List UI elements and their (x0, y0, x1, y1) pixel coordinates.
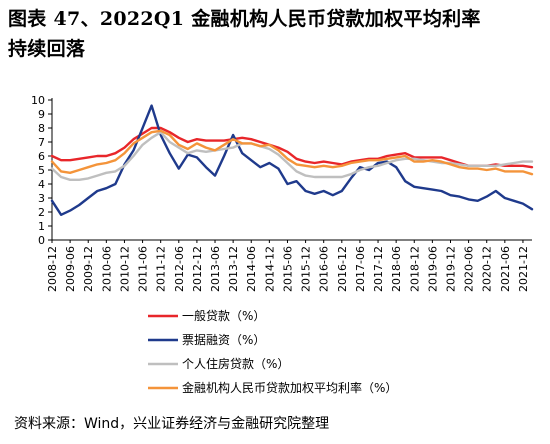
y-tick-label: 6 (38, 150, 45, 163)
x-tick-label: 2009-12 (82, 246, 95, 292)
x-tick-label: 2014-06 (245, 246, 258, 292)
y-tick-label: 9 (38, 108, 45, 121)
chart-title: 图表 47、2022Q1 金融机构人民币贷款加权平均利率 持续回落 (8, 4, 544, 64)
legend-label-1: 一般贷款（%） (182, 308, 265, 323)
x-tick-label: 2016-06 (318, 246, 331, 292)
x-tick-label: 2011-06 (137, 246, 150, 292)
y-tick-label: 3 (38, 192, 45, 205)
x-tick-label: 2019-06 (426, 246, 439, 292)
y-tick-label: 7 (38, 136, 45, 149)
x-tick-label: 2015-06 (281, 246, 294, 292)
y-tick-label: 1 (38, 220, 45, 233)
x-tick-label: 2015-12 (300, 246, 313, 292)
y-tick-label: 0 (38, 234, 45, 247)
chart-title-line1: 图表 47、2022Q1 金融机构人民币贷款加权平均利率 (8, 8, 481, 30)
chart-series-lines (50, 104, 534, 216)
x-tick-label: 2014-12 (263, 246, 276, 292)
series-line-1 (50, 126, 534, 169)
y-tick-label: 10 (31, 94, 45, 107)
legend-label-2: 票据融资（%） (182, 333, 265, 347)
x-tick-label: 2009-06 (64, 246, 77, 292)
legend-label-4: 金融机构人民币贷款加权平均利率（%） (182, 380, 397, 395)
chart-legend: 一般贷款（%） 票据融资（%） 个人住房贷款（%） 金融机构人民币贷款加权平均利率（%… (148, 308, 397, 395)
x-tick-label: 2020-06 (463, 246, 476, 292)
x-tick-label: 2021-12 (517, 246, 530, 292)
x-tick-label: 2013-06 (209, 246, 222, 292)
x-tick-label: 2018-06 (390, 246, 403, 292)
x-tick-label: 2019-12 (444, 246, 457, 292)
x-tick-label: 2010-06 (100, 246, 113, 292)
y-tick-label: 8 (38, 122, 45, 135)
source-note: 资料来源：Wind，兴业证券经济与金融研究院整理 (14, 416, 330, 432)
y-tick-label: 4 (38, 178, 45, 191)
x-tick-label: 2020-12 (481, 246, 494, 292)
legend-label-3: 个人住房贷款（%） (182, 356, 289, 371)
x-tick-label: 2017-06 (354, 246, 367, 292)
x-tick-label: 2016-12 (336, 246, 349, 292)
series-line-3 (50, 131, 534, 181)
x-tick-label: 2013-12 (227, 246, 240, 292)
x-tick-label: 2012-12 (191, 246, 204, 292)
x-tick-label: 2021-06 (499, 246, 512, 292)
x-tick-label: 2018-12 (408, 246, 421, 292)
x-tick-label: 2011-12 (155, 246, 168, 292)
x-tick-label: 2012-06 (173, 246, 186, 292)
series-line-4 (50, 129, 534, 176)
y-tick-label: 2 (38, 206, 45, 219)
x-tick-label: 2010-12 (118, 246, 131, 292)
x-tick-label: 2008-12 (46, 246, 59, 292)
series-line-2 (50, 104, 534, 216)
x-tick-label: 2017-12 (372, 246, 385, 292)
chart-title-line2: 持续回落 (8, 38, 86, 60)
y-tick-label: 5 (38, 164, 45, 177)
